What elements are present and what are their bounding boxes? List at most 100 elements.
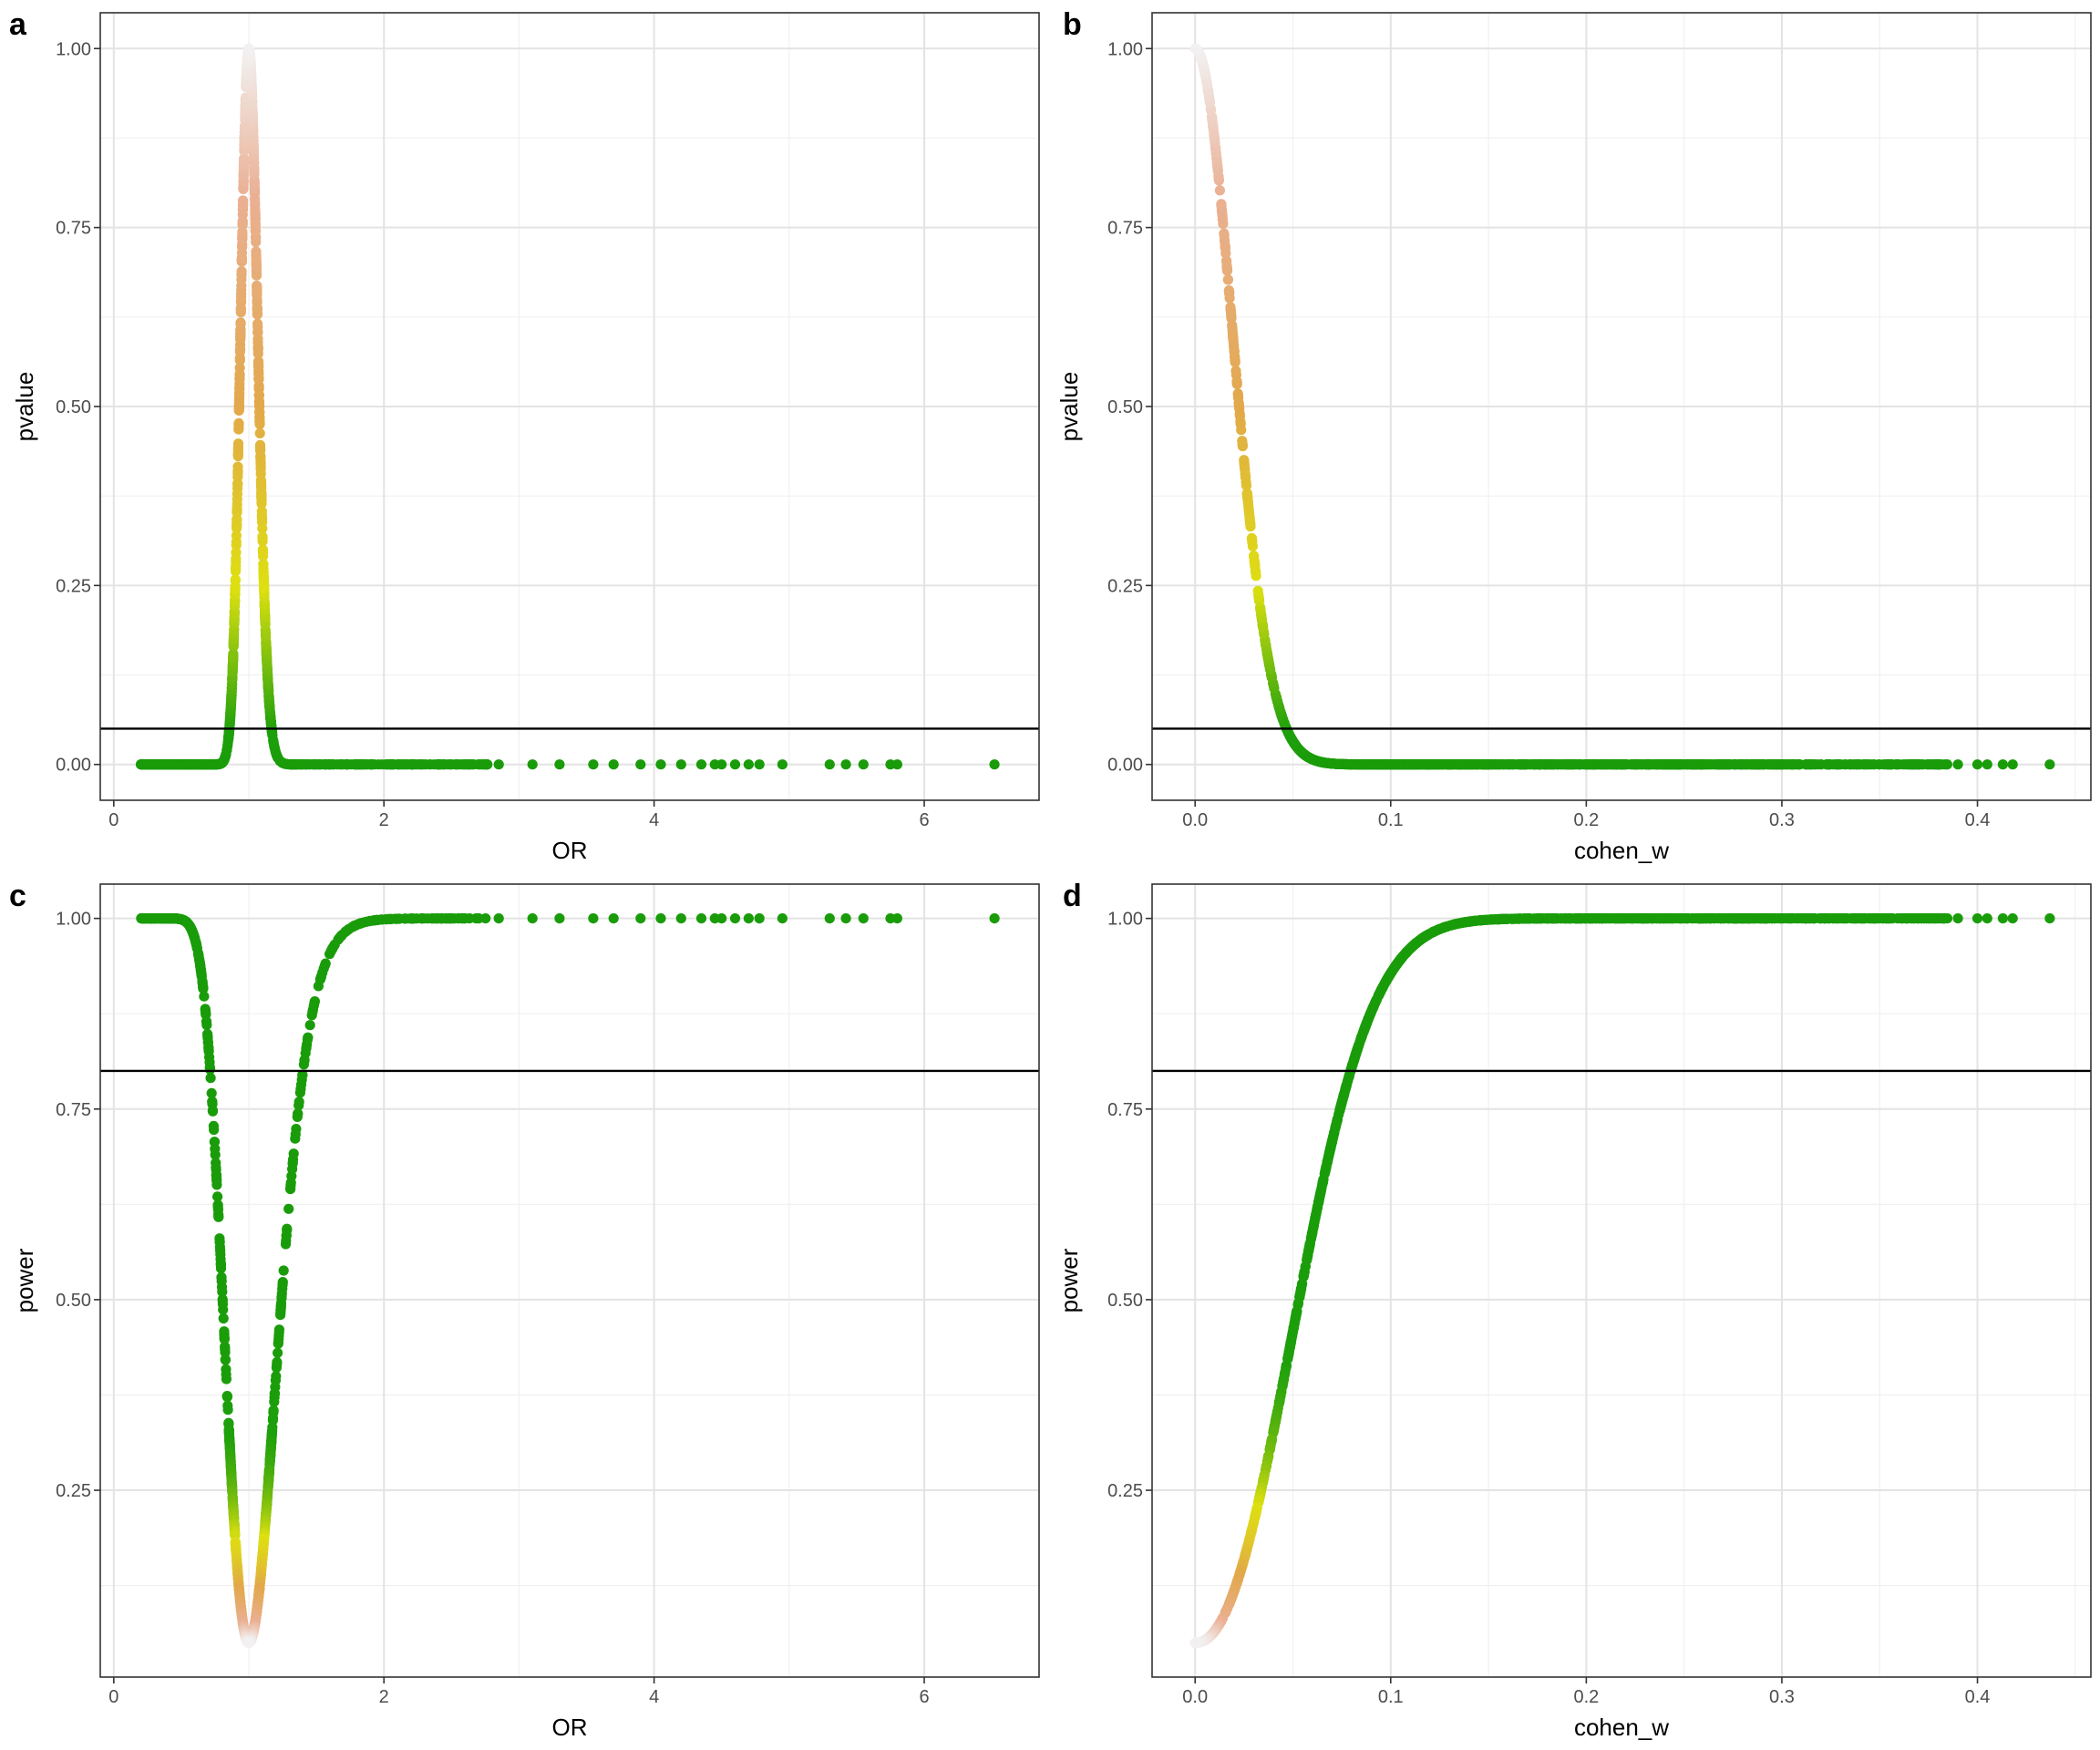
data-point [252,318,263,329]
data-point [1252,585,1263,596]
data-point [655,913,666,924]
data-point [257,531,268,542]
y-tick-label: 1.00 [56,910,91,930]
data-point [221,1391,232,1403]
data-point [220,1354,231,1365]
data-point [1237,436,1248,447]
points [136,913,1000,1648]
y-tick-label: 0.00 [56,756,91,776]
data-point [198,983,209,994]
data-point [221,1374,232,1385]
data-point [212,1191,223,1202]
data-point [234,363,245,374]
data-point [292,1111,303,1122]
x-axis-title: OR [552,1714,588,1741]
y-tick-label: 0.75 [56,219,91,239]
data-point [824,759,835,770]
data-point [777,913,788,924]
data-point [254,427,265,438]
data-point [527,913,538,924]
x-tick-label: 0 [108,1687,118,1707]
data-point [285,1184,296,1195]
data-point [743,759,755,770]
data-point [858,913,869,924]
x-tick-label: 0.3 [1769,810,1795,830]
data-point [989,913,1000,924]
data-point [313,981,324,992]
data-point [1982,759,1992,770]
data-point [256,506,267,517]
data-point [251,246,262,257]
y-tick-label: 0.25 [56,576,91,596]
data-point [1241,488,1252,499]
data-point [1971,759,1983,770]
data-point [1952,759,1963,770]
panel-a: 0 2 4 6 0.00 0.25 0.50 0.75 1.00 OR pvalue a [0,0,1050,875]
y-axis-title: pvalue [11,372,38,442]
y-tick-label: 0.75 [56,1100,91,1120]
data-point [199,991,210,1002]
y-tick-label: 0.00 [1107,756,1143,776]
data-point [206,1087,217,1098]
data-point [1189,43,1200,54]
y-axis-title: power [11,1248,38,1312]
x-tick-label: 4 [649,1687,659,1707]
data-point [635,759,646,770]
y-tick-label: 0.50 [56,397,91,417]
data-point [1230,365,1241,376]
data-point [655,759,666,770]
panel-b: 0.0 0.1 0.2 0.3 0.4 0.00 0.25 0.50 0.75 1.00 cohen… [1050,0,2100,875]
data-point [269,1396,280,1407]
data-point [1222,274,1233,285]
data-point [232,438,244,449]
data-point [1239,455,1250,466]
y-axis-title: pvalue [1055,372,1083,442]
data-point [709,913,720,924]
panel-c: 0 2 4 6 0.25 0.50 0.75 1.00 OR power c [0,875,1050,1750]
data-point [824,913,835,924]
data-point [2044,913,2055,924]
x-tick-label: 0.0 [1182,810,1208,830]
data-point [1952,913,1963,924]
data-point [254,439,266,450]
data-point [252,280,262,292]
data-point [1232,388,1243,399]
data-point [243,1637,254,1648]
data-point [283,1203,294,1214]
data-point [554,759,565,770]
data-point [243,43,254,54]
data-point [294,1087,305,1098]
data-point [1221,255,1232,266]
data-point [218,1304,229,1315]
data-point [298,1059,309,1070]
data-point [238,195,249,206]
data-point [1249,551,1260,561]
data-point [527,759,538,770]
data-point [278,1265,289,1276]
data-point [217,1286,228,1297]
data-point [304,1020,315,1031]
data-point [218,1312,229,1324]
data-point [209,1124,220,1136]
y-tick-label: 0.75 [1107,219,1143,239]
data-point [989,759,1000,770]
x-tick-label: 0.4 [1965,810,1991,830]
data-point [608,913,619,924]
data-point [635,913,646,924]
data-point [1216,199,1227,210]
x-axis-title: OR [552,837,588,864]
data-point [840,759,851,770]
data-point [1223,285,1234,296]
data-point [858,759,869,770]
data-point [280,1239,292,1250]
panel-letter: b [1063,7,1082,42]
data-point [695,759,707,770]
data-point [231,530,242,541]
data-point [554,913,565,924]
data-point [232,461,243,472]
data-point [2007,759,2018,770]
data-point [1219,228,1230,239]
data-point [493,759,504,770]
data-point [1246,532,1257,544]
